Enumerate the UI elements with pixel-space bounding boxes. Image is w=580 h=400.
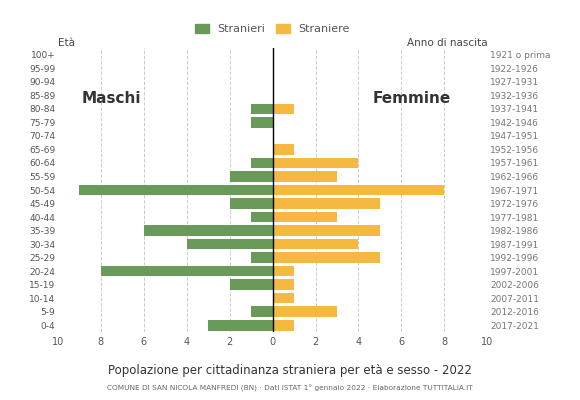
Text: Maschi: Maschi	[82, 90, 142, 106]
Bar	[208, 320, 273, 330]
Text: COMUNE DI SAN NICOLA MANFREDI (BN) · Dati ISTAT 1° gennaio 2022 · Elaborazione T: COMUNE DI SAN NICOLA MANFREDI (BN) · Dat…	[107, 385, 473, 392]
Bar	[79, 185, 273, 195]
Text: Popolazione per cittadinanza straniera per età e sesso - 2022: Popolazione per cittadinanza straniera p…	[108, 364, 472, 377]
Text: Femmine: Femmine	[373, 90, 451, 106]
Bar	[251, 158, 273, 168]
Bar	[230, 171, 273, 182]
Bar	[251, 117, 273, 128]
Legend: Stranieri, Straniere: Stranieri, Straniere	[191, 20, 354, 39]
Bar	[273, 212, 337, 222]
Bar	[251, 306, 273, 317]
Bar	[273, 104, 294, 114]
Bar	[273, 293, 294, 304]
Bar	[144, 225, 273, 236]
Bar	[273, 239, 358, 249]
Bar	[187, 239, 273, 249]
Text: Anno di nascita: Anno di nascita	[407, 38, 487, 48]
Bar	[251, 252, 273, 263]
Bar	[273, 158, 358, 168]
Text: Età: Età	[58, 38, 75, 48]
Bar	[273, 198, 380, 209]
Bar	[273, 225, 380, 236]
Bar	[101, 266, 273, 276]
Bar	[273, 144, 294, 155]
Bar	[251, 212, 273, 222]
Bar	[273, 185, 444, 195]
Bar	[273, 320, 294, 330]
Bar	[273, 279, 294, 290]
Bar	[251, 104, 273, 114]
Bar	[273, 252, 380, 263]
Bar	[273, 266, 294, 276]
Bar	[273, 171, 337, 182]
Bar	[230, 198, 273, 209]
Bar	[273, 306, 337, 317]
Bar	[230, 279, 273, 290]
